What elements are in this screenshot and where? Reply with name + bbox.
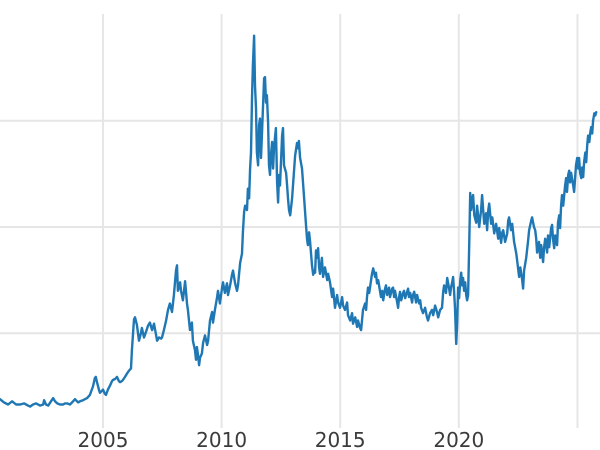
x-tick-label-2020: 2020	[433, 428, 484, 450]
x-axis-tick-labels: 2005 2010 2015 2020	[78, 428, 485, 450]
series-layer	[0, 34, 598, 408]
x-tick-label-2005: 2005	[78, 428, 129, 450]
x-tick-label-2010: 2010	[196, 428, 247, 450]
grid	[0, 14, 600, 428]
x-tick-label-2015: 2015	[315, 428, 366, 450]
series-line-price	[0, 34, 598, 408]
